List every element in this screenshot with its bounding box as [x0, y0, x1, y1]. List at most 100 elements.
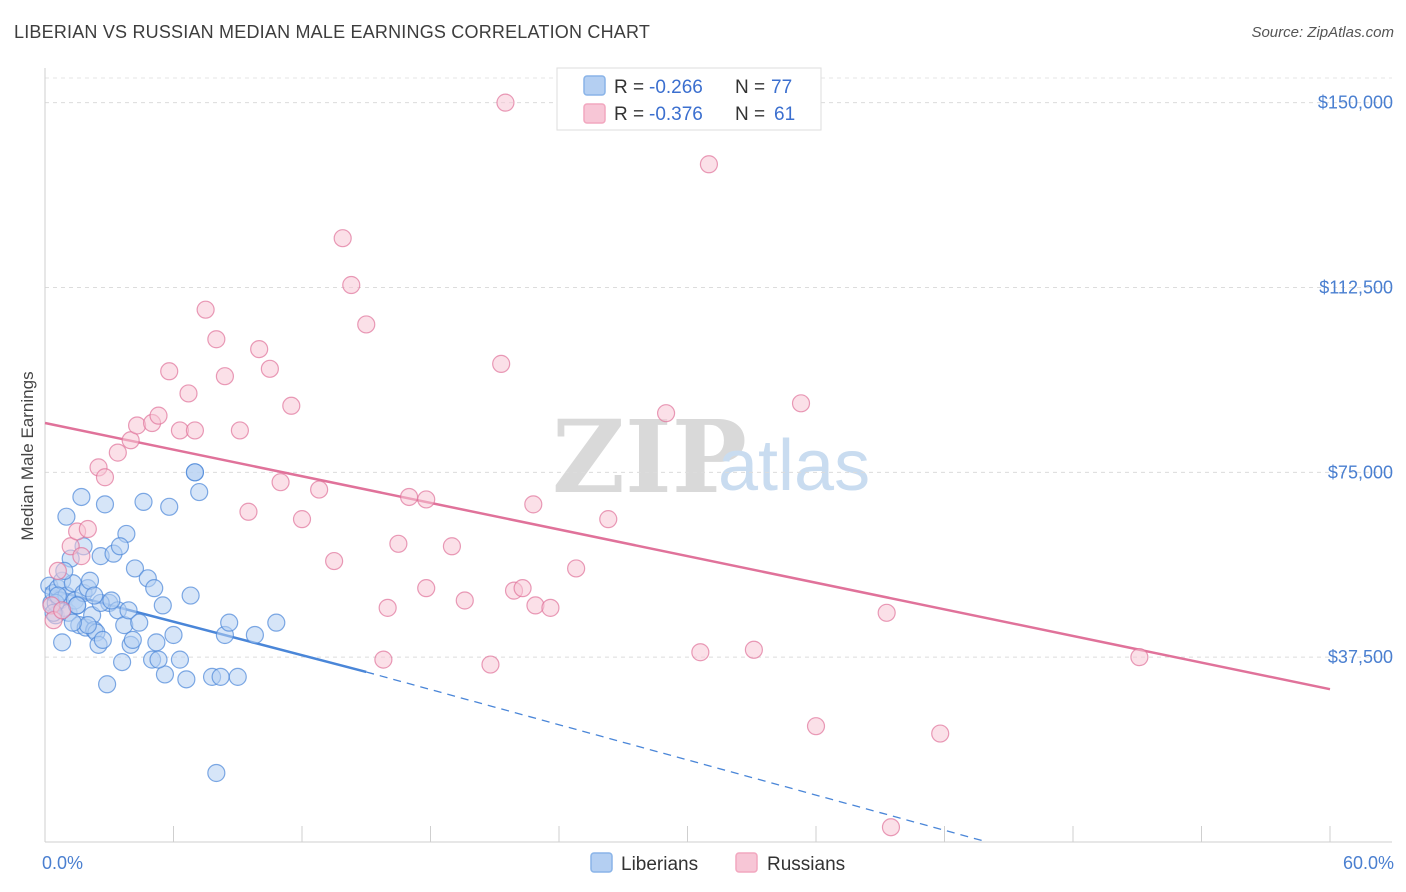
liberians-point-42 — [147, 633, 166, 652]
russians-point-50 — [567, 559, 586, 578]
russians-point-37 — [399, 487, 419, 507]
liberians-point-46 — [164, 625, 183, 645]
liberians-point-26 — [95, 495, 115, 514]
legend-r-value-russians: -0.376 — [649, 104, 703, 125]
russians-point-31 — [333, 229, 352, 248]
russians-point-20 — [207, 330, 226, 349]
liberians-point-41 — [145, 579, 164, 598]
liberians-point-25 — [93, 630, 112, 650]
legend-box: R = -0.266 N = 77 R = -0.376 N = 61 — [556, 67, 822, 131]
russians-point-30 — [325, 551, 344, 571]
russians-point-32 — [342, 275, 361, 295]
liberians-point-58 — [245, 625, 264, 645]
liberians-trend-extension — [366, 671, 988, 843]
russians-point-52 — [656, 404, 676, 423]
russians-point-38 — [417, 490, 436, 509]
legend-n-label-liberians: N = — [735, 77, 765, 98]
russians-point-6 — [72, 547, 91, 566]
russians-point-22 — [230, 421, 249, 440]
russians-point-10 — [108, 443, 127, 462]
russians-point-15 — [160, 362, 179, 381]
russians-point-61 — [1130, 648, 1149, 667]
data-points — [40, 93, 1149, 837]
russians-point-18 — [185, 421, 205, 440]
legend-n-label-russians: N = — [735, 104, 765, 125]
legend-n-value-liberians: 77 — [771, 77, 792, 98]
bottom-legend-swatch-liberians — [590, 852, 613, 873]
liberians-point-67 — [102, 591, 121, 610]
russians-point-12 — [127, 416, 147, 435]
russians-point-24 — [250, 339, 269, 359]
y-tick-label-3: $150,000 — [1318, 93, 1393, 113]
liberians-point-51 — [190, 482, 209, 502]
russians-point-56 — [791, 394, 811, 413]
liberians-point-56 — [220, 613, 239, 632]
liberians-point-63 — [78, 616, 97, 635]
russians-point-36 — [389, 534, 408, 553]
y-tick-label-2: $112,500 — [1319, 277, 1393, 297]
russians-point-39 — [417, 579, 436, 598]
legend-r-label-russians: R = — [614, 104, 644, 125]
russians-point-53 — [691, 643, 710, 662]
liberians-point-38 — [134, 492, 153, 511]
russians-point-60 — [881, 818, 901, 837]
liberians-point-60 — [57, 507, 76, 526]
legend-r-label-liberians: R = — [614, 77, 644, 98]
x-tick-label-max: 60.0% — [1343, 853, 1394, 873]
russians-point-43 — [492, 354, 511, 373]
russians-point-25 — [260, 359, 279, 378]
russians-point-41 — [455, 591, 474, 610]
bottom-legend-swatch-russians — [735, 852, 758, 873]
liberians-point-45 — [160, 497, 179, 516]
russians-point-44 — [496, 93, 515, 112]
russians-point-35 — [378, 598, 397, 617]
axes — [44, 68, 1392, 843]
liberians-point-34 — [119, 601, 138, 620]
russians-point-9 — [95, 468, 115, 487]
russians-point-2 — [48, 561, 67, 581]
liberians-point-48 — [177, 670, 196, 689]
russians-point-28 — [292, 510, 312, 529]
liberians-point-75 — [149, 650, 168, 669]
liberians-point-59 — [267, 613, 286, 632]
russians-point-34 — [374, 650, 393, 669]
bottom-legend-label-russians: Russians — [767, 854, 845, 875]
liberians-point-47 — [170, 650, 190, 669]
y-tick-labels: $37,500 $75,000 $112,500 $150,000 — [1318, 93, 1393, 668]
russians-point-17 — [179, 384, 198, 403]
legend-swatch-liberians — [583, 75, 606, 96]
watermark: ZIP atlas — [552, 398, 870, 516]
liberians-point-73 — [85, 586, 104, 605]
gridlines — [45, 77, 1392, 658]
x-tick-label-min: 0.0% — [42, 853, 83, 873]
liberians-point-57 — [228, 667, 247, 686]
russians-point-55 — [744, 640, 763, 659]
y-tick-label-0: $37,500 — [1328, 647, 1393, 667]
russians-point-42 — [481, 655, 500, 674]
liberians-point-43 — [153, 596, 172, 615]
watermark-zip: ZIP — [552, 398, 747, 516]
liberians-point-68 — [123, 630, 142, 650]
liberians-point-64 — [53, 633, 72, 652]
russians-point-51 — [599, 510, 618, 529]
bottom-legend: Liberians Russians — [590, 852, 845, 875]
liberians-point-53 — [207, 763, 226, 783]
liberians-point-31 — [112, 652, 132, 672]
russians-point-7 — [78, 519, 97, 539]
russians-point-26 — [271, 473, 290, 492]
russians-point-59 — [931, 724, 950, 743]
liberians-point-76 — [185, 463, 205, 482]
liberians-point-65 — [63, 613, 82, 632]
liberians-point-37 — [130, 613, 149, 632]
legend-r-value-liberians: -0.266 — [649, 77, 703, 98]
russians-point-40 — [442, 537, 462, 556]
liberians-point-54 — [211, 667, 230, 686]
liberians-point-15 — [72, 487, 91, 507]
russians-point-14 — [149, 406, 168, 425]
bottom-legend-label-liberians: Liberians — [621, 854, 698, 875]
y-tick-label-1: $75,000 — [1328, 462, 1393, 482]
russians-point-57 — [806, 717, 826, 736]
liberians-point-70 — [110, 537, 130, 556]
russians-point-29 — [310, 480, 329, 499]
